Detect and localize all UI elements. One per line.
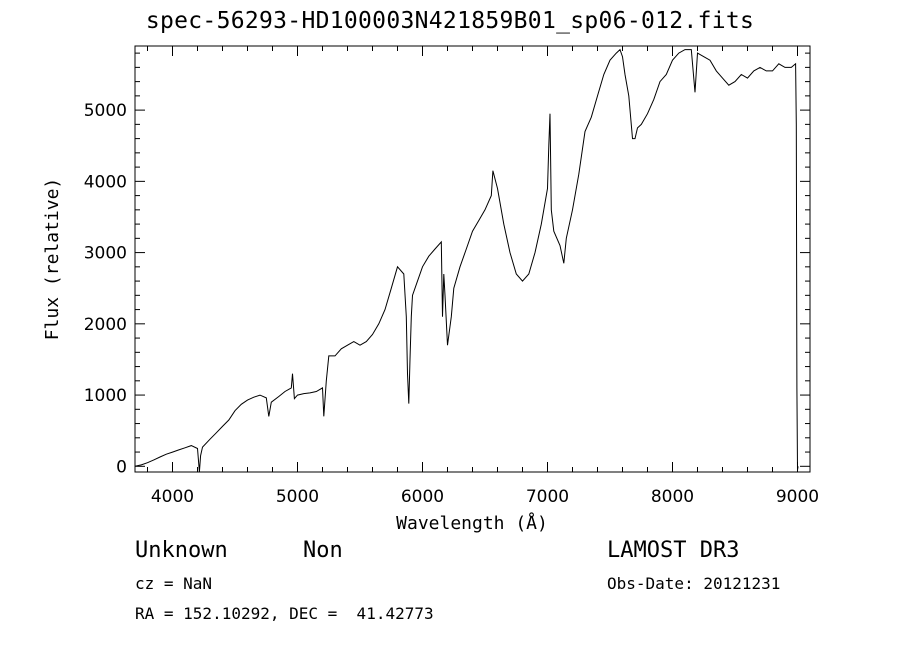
x-axis-label: Wavelength (Å)	[396, 512, 548, 534]
y-tick-label: 4000	[84, 172, 127, 192]
observation-date: Obs-Date: 20121231	[607, 574, 781, 593]
chart-title: spec-56293-HD100003N421859B01_sp06-012.f…	[145, 8, 755, 34]
x-tick-label: 8000	[651, 487, 694, 507]
object-class: Unknown	[135, 538, 228, 563]
ra-dec-coordinates: RA = 152.10292, DEC = 41.42773	[135, 604, 434, 623]
x-tick-label: 5000	[276, 487, 319, 507]
spectrum-line	[134, 48, 799, 473]
x-axis-ticks: 4000 5000 6000 7000 8000 9000	[147, 46, 819, 507]
y-tick-label: 0	[116, 457, 127, 477]
y-axis-label: Flux (relative)	[42, 178, 63, 341]
x-tick-label: 6000	[401, 487, 444, 507]
y-axis-ticks: 0 1000 2000 3000 4000 5000	[84, 52, 810, 477]
y-tick-label: 3000	[84, 244, 127, 264]
y-tick-label: 2000	[84, 315, 127, 335]
x-tick-label: 4000	[151, 487, 194, 507]
survey-name: LAMOST DR3	[607, 538, 740, 563]
x-tick-label: 7000	[526, 487, 569, 507]
y-tick-label: 5000	[84, 101, 127, 121]
y-tick-label: 1000	[84, 386, 127, 406]
redshift-cz: cz = NaN	[135, 574, 213, 593]
object-subclass: Non	[303, 538, 343, 563]
x-tick-label: 9000	[776, 487, 819, 507]
plot-frame	[134, 45, 811, 473]
